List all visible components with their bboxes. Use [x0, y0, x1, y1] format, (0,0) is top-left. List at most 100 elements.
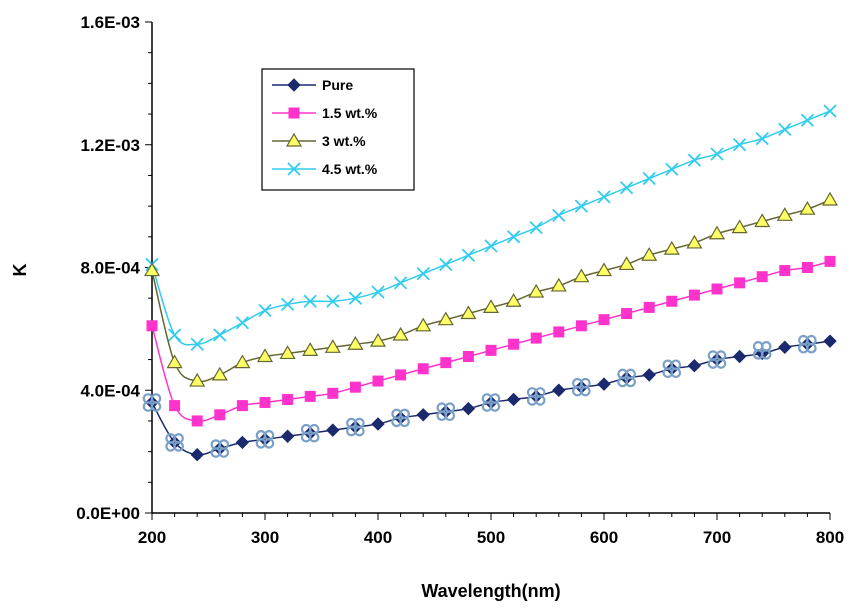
data-point: [348, 291, 363, 305]
legend: Pure 1.5 wt.% 3 wt.% 4.5 wt.%: [261, 68, 415, 191]
series-1: [146, 255, 836, 427]
data-point: [440, 357, 452, 369]
data-point: [597, 190, 611, 204]
y-tick-label: 1.6E-03: [80, 13, 140, 32]
overlay-marker: [300, 423, 320, 443]
overlay-ring: [346, 425, 357, 437]
data-point: [642, 368, 656, 382]
data-point: [190, 447, 204, 462]
legend-label: 4.5 wt.%: [322, 161, 378, 177]
data-point: [190, 337, 204, 351]
y-tick-label: 8.0E-04: [80, 259, 140, 278]
data-point: [326, 423, 340, 437]
data-point: [302, 342, 319, 356]
data-point: [529, 220, 543, 235]
overlay-ring: [752, 349, 764, 360]
axes: 0.0E+00 4.0E-04 8.0E-04 1.2E-03 1.6E-03 200 30…: [76, 13, 844, 547]
data-point: [439, 257, 453, 272]
data-point: [143, 262, 161, 277]
data-point: [304, 390, 316, 402]
data-point: [732, 138, 747, 152]
data-point: [687, 358, 702, 373]
data-point: [734, 277, 746, 289]
overlay-marker: [798, 334, 817, 354]
data-point: [280, 297, 295, 311]
data-point: [643, 301, 655, 313]
overlay-ring: [798, 342, 809, 354]
overlay-ring: [526, 395, 538, 406]
legend-box: [261, 68, 415, 191]
data-point: [324, 339, 341, 353]
data-point: [214, 409, 226, 421]
overlay-ring: [255, 438, 267, 449]
data-point: [731, 219, 748, 234]
data-point: [416, 267, 430, 281]
legend-marker: [285, 132, 303, 147]
data-point: [166, 354, 183, 369]
y-axis-title: K: [10, 264, 30, 277]
data-point: [823, 104, 837, 118]
legend-item-2: 3 wt.%: [272, 132, 366, 149]
data-point: [416, 408, 430, 422]
overlay-marker: [391, 408, 410, 428]
data-point: [711, 283, 723, 295]
data-point: [550, 277, 567, 292]
data-point: [461, 401, 476, 416]
overlay-ring: [436, 410, 448, 422]
data-point: [234, 354, 251, 369]
overlay-marker: [142, 393, 162, 412]
data-point: [508, 338, 520, 350]
data-point: [824, 255, 836, 267]
overlay-marker: [526, 387, 546, 406]
data-point: [506, 230, 521, 244]
data-point: [485, 344, 497, 356]
overlay-ring: [142, 401, 154, 412]
data-point: [618, 256, 635, 271]
data-point: [666, 295, 678, 307]
data-point: [552, 383, 566, 397]
data-point: [573, 268, 590, 283]
data-point: [482, 299, 500, 313]
legend-item-1: 1.5 wt.%: [272, 105, 378, 121]
overlay-marker: [572, 377, 591, 397]
data-point: [619, 181, 634, 195]
legend-marker: [287, 162, 301, 176]
data-point: [280, 429, 295, 443]
data-point: [575, 320, 587, 332]
overlay-marker: [662, 359, 682, 379]
data-point: [823, 334, 837, 348]
y-tick-label: 4.0E-04: [80, 381, 140, 400]
data-point: [303, 294, 317, 308]
data-point: [282, 393, 294, 405]
data-point: [756, 271, 768, 283]
data-point: [460, 305, 477, 320]
overlay-ring: [617, 376, 628, 388]
data-point: [621, 308, 633, 320]
x-tick-label: 800: [816, 528, 844, 547]
overlay-ring: [210, 447, 222, 458]
data-point: [371, 285, 385, 299]
overlay-marker: [707, 350, 727, 369]
overlay-marker: [210, 439, 230, 458]
overlay-layer: [142, 334, 817, 458]
data-point: [801, 262, 813, 273]
data-point: [369, 332, 387, 347]
data-point: [574, 199, 589, 213]
overlay-ring: [707, 358, 719, 369]
x-tick-label: 400: [364, 528, 392, 547]
overlay-ring: [662, 367, 674, 379]
overlay-ring: [481, 401, 493, 412]
series-layer: [143, 104, 839, 462]
data-point: [528, 283, 545, 298]
overlay-marker: [346, 417, 365, 437]
data-point: [235, 316, 250, 330]
data-point: [641, 247, 658, 261]
data-point: [665, 162, 679, 176]
data-point: [732, 349, 747, 364]
data-point: [597, 377, 611, 391]
data-point: [258, 303, 272, 318]
overlay-marker: [436, 402, 456, 422]
data-point: [778, 122, 792, 137]
data-point: [687, 153, 702, 167]
